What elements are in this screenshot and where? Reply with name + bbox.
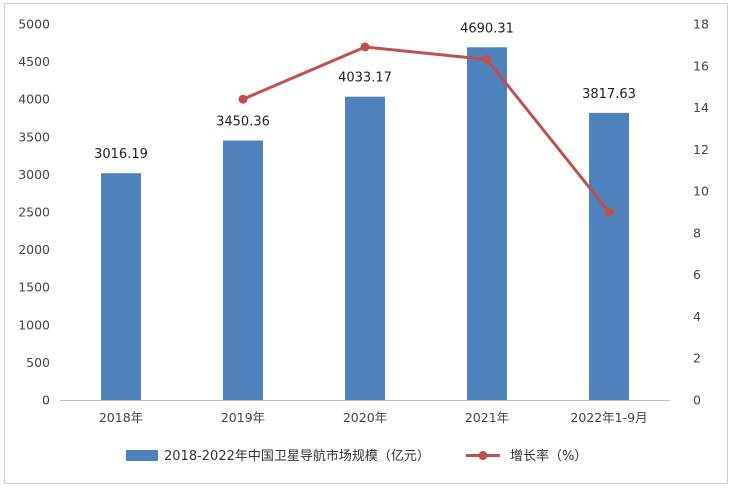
right-axis-tick-label: 16 [693,58,709,73]
right-axis-tick-label: 8 [693,225,701,240]
left-axis-tick-label: 2000 [18,242,50,257]
growth-rate-point [482,55,492,65]
bar-series [101,47,629,401]
left-axis-tick-label: 4000 [18,92,50,107]
legend-line-marker [478,451,488,460]
right-axis-tick-label: 10 [693,184,709,199]
bar [345,96,385,400]
category-tick-label: 2022年1-9月 [570,410,647,425]
bar-data-label: 3450.36 [216,115,270,130]
line-series [238,42,614,217]
bar [467,47,507,400]
left-axis-tick-label: 4500 [18,54,50,69]
left-axis: 0 500 1000 1500 2000 2500 3000 3500 4000 4500 5000 [18,17,50,408]
left-axis-tick-label: 3500 [18,129,50,144]
right-axis-tick-label: 12 [693,142,709,157]
bar-data-labels: 3016.19 3450.36 4033.17 4690.31 3817.63 [94,21,636,162]
category-tick-label: 2021年 [465,410,509,425]
growth-rate-point [360,42,370,52]
legend-bar-swatch [126,450,158,461]
right-axis: 0 2 4 6 8 10 12 14 16 18 [693,17,709,408]
bar-data-label: 3817.63 [582,87,636,102]
left-axis-tick-label: 1000 [18,317,50,332]
growth-rate-point [238,94,248,104]
left-axis-tick-label: 3000 [18,167,50,182]
left-axis-tick-label: 5000 [18,17,50,32]
left-axis-tick-label: 2500 [18,205,50,220]
category-axis: 2018年 2019年 2020年 2021年 2022年1-9月 [99,410,648,425]
legend-bar-label: 2018-2022年中国卫星导航市场规模（亿元） [164,448,430,464]
category-tick-label: 2020年 [343,410,387,425]
right-axis-tick-label: 2 [693,351,701,366]
category-tick-label: 2019年 [221,410,265,425]
left-axis-tick-label: 0 [42,393,50,408]
bar [223,140,263,400]
right-axis-tick-label: 6 [693,267,701,282]
bar [589,112,629,401]
growth-rate-line [242,45,611,213]
bar-data-label: 3016.19 [94,147,148,162]
category-tick-label: 2018年 [99,410,143,425]
legend-line-label: 增长率（%） [510,448,587,464]
bar-data-label: 4033.17 [338,71,392,86]
right-axis-tick-label: 0 [693,393,701,408]
right-axis-tick-label: 18 [693,17,709,32]
bar [101,173,141,400]
right-axis-tick-label: 4 [693,309,701,324]
left-axis-tick-label: 1500 [18,280,50,295]
bar-data-label: 4690.31 [460,21,514,36]
growth-rate-point [604,207,614,217]
left-axis-tick-label: 500 [26,355,50,370]
right-axis-tick-label: 14 [693,100,709,115]
legend: 2018-2022年中国卫星导航市场规模（亿元） 增长率（%） [126,448,587,464]
